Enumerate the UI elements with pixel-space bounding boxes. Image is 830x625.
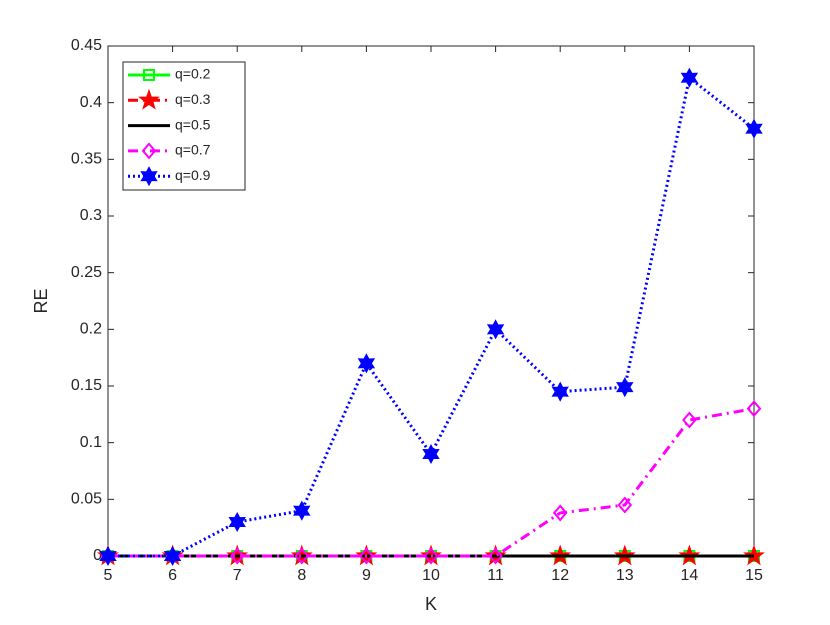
legend-marker bbox=[141, 142, 157, 160]
marker bbox=[99, 545, 117, 567]
x-tick-label: 6 bbox=[168, 567, 177, 584]
x-tick-label: 8 bbox=[297, 567, 306, 584]
marker bbox=[163, 545, 182, 567]
marker bbox=[229, 547, 245, 565]
y-tick-label: 0.1 bbox=[80, 434, 102, 451]
marker bbox=[422, 443, 440, 465]
x-tick-label: 15 bbox=[745, 567, 763, 584]
series-line bbox=[108, 407, 755, 558]
y-tick-label: 0.4 bbox=[80, 94, 102, 111]
x-tick-label: 5 bbox=[104, 567, 113, 584]
marker bbox=[616, 377, 634, 398]
legend-label: q=0.2 bbox=[175, 66, 211, 82]
legend-label: q=0.9 bbox=[175, 167, 211, 183]
marker bbox=[617, 496, 633, 514]
y-tick-label: 0.25 bbox=[71, 264, 102, 281]
x-tick-label: 13 bbox=[616, 567, 634, 584]
y-tick-label: 0 bbox=[93, 547, 102, 564]
x-tick-label: 10 bbox=[422, 567, 440, 584]
x-tick-label: 12 bbox=[551, 567, 569, 584]
x-axis-label: K bbox=[425, 594, 437, 614]
marker bbox=[682, 411, 697, 429]
x-tick-label: 11 bbox=[487, 567, 504, 584]
marker bbox=[551, 381, 569, 402]
y-tick-label: 0.35 bbox=[71, 151, 102, 168]
marker bbox=[680, 67, 699, 88]
y-tick-label: 0.15 bbox=[71, 377, 102, 394]
legend-marker bbox=[143, 69, 155, 81]
marker bbox=[294, 547, 310, 565]
marker bbox=[423, 547, 439, 565]
marker bbox=[552, 504, 568, 522]
y-tick-label: 0.05 bbox=[71, 491, 102, 508]
legend-label: q=0.3 bbox=[175, 91, 211, 107]
marker bbox=[293, 500, 311, 521]
legend-label: q=0.5 bbox=[175, 116, 211, 132]
y-tick-label: 0.3 bbox=[80, 207, 102, 224]
marker bbox=[486, 319, 505, 340]
legend: q=0.2 q=0.3 q=0.5 q=0.7 q=0.9 bbox=[122, 61, 246, 191]
x-tick-label: 9 bbox=[362, 567, 371, 584]
y-tick-label: 0.45 bbox=[71, 37, 102, 54]
y-tick-label: 0.2 bbox=[80, 321, 102, 338]
legend-marker bbox=[138, 88, 160, 110]
legend-marker bbox=[140, 166, 158, 187]
y-axis-label: RE bbox=[31, 288, 51, 313]
marker bbox=[228, 511, 246, 533]
legend-label: q=0.7 bbox=[175, 142, 211, 158]
marker bbox=[746, 400, 762, 418]
x-tick-label: 7 bbox=[233, 567, 242, 584]
marker bbox=[357, 353, 376, 374]
marker bbox=[488, 547, 503, 565]
marker bbox=[745, 118, 763, 139]
x-tick-label: 14 bbox=[681, 567, 699, 584]
marker bbox=[359, 547, 374, 565]
